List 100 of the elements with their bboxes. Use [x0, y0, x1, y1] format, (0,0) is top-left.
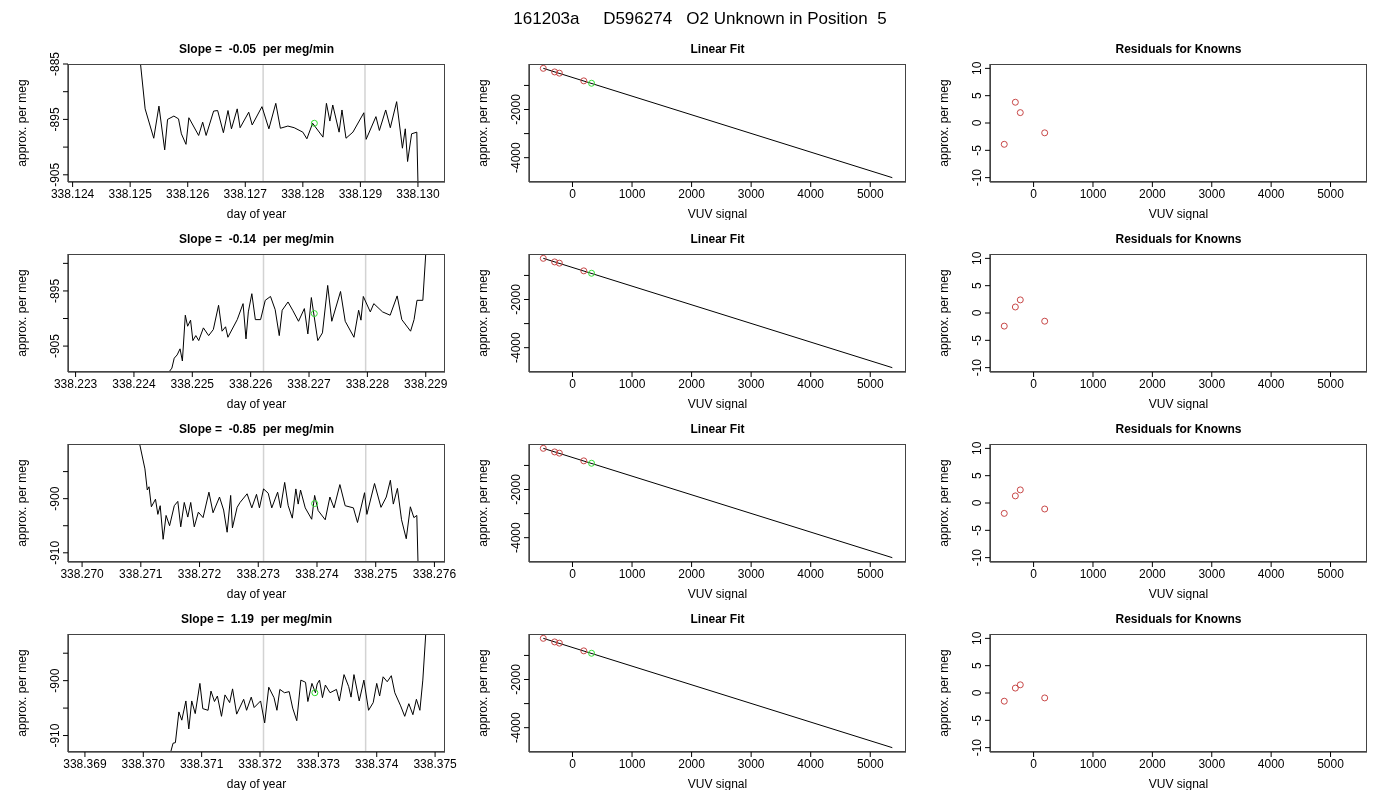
chart-title: Residuals for Knowns: [1114, 612, 1243, 626]
y-tick-label: -4000: [509, 332, 523, 364]
x-tick-label: 3000: [1198, 376, 1226, 391]
point: [555, 259, 563, 267]
y-tick-label: -900: [48, 486, 62, 511]
x-tick-label: 338.272: [177, 566, 222, 581]
x-tick-label: 338.371: [179, 756, 224, 771]
x-axis-title: day of year: [226, 397, 287, 411]
y-axis-title: approx. per meg: [937, 649, 952, 737]
x-tick-label: 0: [1030, 376, 1038, 391]
x-tick-label: 338.370: [121, 756, 166, 771]
x-tick-label: 4000: [797, 756, 825, 771]
y-tick-label: -2000: [509, 473, 523, 505]
point: [588, 649, 596, 657]
y-axis-title: approx. per meg: [15, 269, 30, 357]
chart-title: Linear Fit: [689, 612, 746, 626]
x-tick-label: 1000: [1079, 756, 1107, 771]
x-tick-label: 3000: [737, 186, 765, 201]
point: [555, 69, 563, 77]
y-tick-label: -895: [48, 278, 62, 303]
x-axis-title: VUV signal: [1148, 207, 1209, 221]
y-tick-label: -2000: [509, 93, 523, 125]
x-tick-label: 1000: [1079, 376, 1107, 391]
x-axis-title: VUV signal: [1148, 777, 1209, 791]
x-tick-label: 1000: [618, 756, 646, 771]
x-tick-label: 4000: [797, 376, 825, 391]
x-tick-label: 338.229: [404, 376, 448, 391]
point: [1000, 140, 1008, 148]
x-tick-label: 1000: [618, 376, 646, 391]
x-tick-label: 338.274: [295, 566, 339, 581]
point: [1000, 697, 1008, 705]
y-axis-title: approx. per meg: [937, 79, 952, 167]
y-tick-label: 5: [970, 92, 984, 100]
y-tick-label: -10: [970, 548, 984, 567]
y-tick-label: -10: [970, 358, 984, 377]
y-tick-label: -5: [970, 714, 984, 726]
y-tick-label: -2000: [509, 283, 523, 315]
point: [580, 457, 588, 465]
x-tick-label: 338.125: [108, 186, 153, 201]
x-tick-label: 0: [569, 186, 577, 201]
y-tick-label: -910: [48, 540, 62, 565]
point: [551, 448, 559, 456]
point: [1016, 681, 1024, 689]
y-tick-label: 5: [970, 472, 984, 480]
x-tick-label: 3000: [1198, 566, 1226, 581]
point: [539, 254, 547, 262]
y-tick-label: 10: [970, 61, 984, 76]
x-tick-label: 338.223: [53, 376, 98, 391]
x-tick-label: 338.126: [166, 186, 210, 201]
y-tick-label: -4000: [509, 142, 523, 174]
x-tick-label: 5000: [856, 566, 884, 581]
x-tick-label: 3000: [1198, 756, 1226, 771]
x-tick-label: 1000: [618, 186, 646, 201]
x-axis-title: day of year: [226, 207, 287, 221]
chart-title: Slope = -0.85 per meg/min: [177, 422, 336, 436]
point: [580, 77, 588, 85]
point: [1011, 98, 1019, 106]
chart-title: Residuals for Knowns: [1114, 42, 1243, 56]
y-axis-title: approx. per meg: [476, 269, 491, 357]
x-tick-label: 2000: [678, 186, 706, 201]
chart-title: Slope = -0.05 per meg/min: [178, 42, 335, 56]
x-axis-title: VUV signal: [687, 397, 748, 411]
x-tick-label: 2000: [678, 376, 706, 391]
x-tick-label: 5000: [1317, 756, 1345, 771]
point: [580, 647, 588, 655]
x-tick-label: 5000: [856, 376, 884, 391]
point: [555, 639, 563, 647]
y-tick-label: -10: [970, 168, 984, 187]
point: [1041, 505, 1049, 513]
chart-title: Linear Fit: [689, 232, 746, 246]
y-axis-title: approx. per meg: [937, 269, 952, 357]
x-tick-label: 338.226: [228, 376, 273, 391]
y-tick-label: 5: [970, 662, 984, 670]
point: [580, 267, 588, 275]
x-axis-title: VUV signal: [687, 587, 748, 601]
point: [1011, 492, 1019, 500]
x-tick-label: 4000: [797, 186, 825, 201]
x-tick-label: 338.130: [396, 186, 440, 201]
y-tick-label: -905: [48, 162, 62, 187]
x-tick-label: 5000: [1317, 376, 1345, 391]
y-tick-label: -905: [48, 333, 62, 359]
y-tick-label: -900: [48, 668, 62, 693]
x-tick-label: 1000: [1079, 186, 1107, 201]
y-axis-title: approx. per meg: [15, 79, 30, 167]
y-tick-label: 0: [970, 309, 984, 317]
chart-title: Residuals for Knowns: [1114, 422, 1243, 436]
chart-title: Slope = -0.14 per meg/min: [177, 232, 336, 246]
x-tick-label: 2000: [1139, 376, 1167, 391]
x-tick-label: 4000: [1257, 376, 1285, 391]
x-tick-label: 5000: [856, 756, 884, 771]
x-axis-title: VUV signal: [1148, 397, 1209, 411]
point: [551, 638, 559, 646]
point: [551, 258, 559, 266]
y-tick-label: 10: [970, 631, 984, 646]
point: [539, 64, 547, 72]
x-tick-label: 0: [569, 566, 577, 581]
y-tick-label: 5: [970, 282, 984, 290]
x-tick-label: 4000: [797, 566, 825, 581]
x-tick-label: 4000: [1257, 186, 1285, 201]
chart-title: Residuals for Knowns: [1114, 232, 1243, 246]
